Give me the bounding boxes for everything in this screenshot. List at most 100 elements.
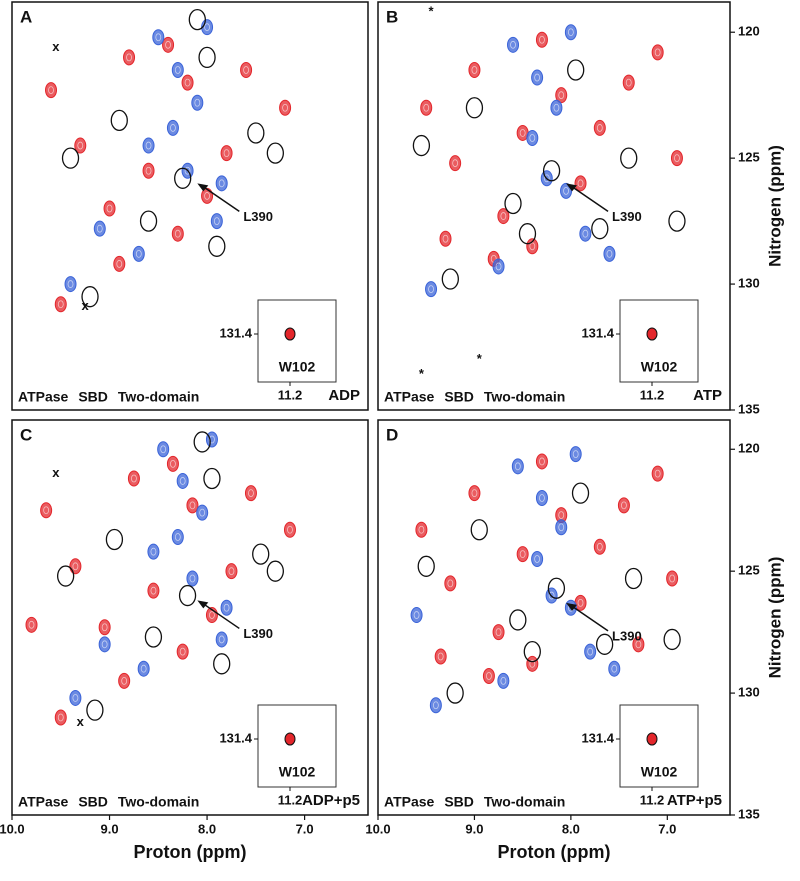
peak [564,24,577,41]
peak-contour [160,445,167,454]
peak-contour [72,562,79,571]
peak [603,245,616,262]
peak [166,455,179,472]
peak-contour [495,262,502,271]
peak [188,8,206,31]
peak [542,160,561,182]
peak-contour [519,550,526,559]
peak-contour [218,635,225,644]
peak [203,467,221,490]
peak-contour [174,533,181,541]
peak [54,709,67,726]
peak [178,584,197,607]
annotation: L390 [612,209,642,224]
peak [152,29,165,46]
peak-contour [67,280,74,288]
peak-marker: * [477,351,483,366]
peak [444,575,457,592]
inset-label: W102 [279,764,316,780]
peak [579,225,592,242]
peak [213,653,231,675]
peak [266,142,284,164]
peak [535,31,548,48]
peak-contour [145,141,152,150]
peak-contour [596,124,603,132]
peak [470,519,488,541]
peak [555,519,568,536]
legend-entry: Two-domain [484,794,565,810]
x-axis-label: Proton (ppm) [498,842,611,862]
inset-peak [284,327,296,341]
peak-contour [548,591,555,600]
peak [215,631,228,648]
peak [420,99,433,116]
peak [526,130,539,146]
legend-entry: Two-domain [484,389,565,405]
y-tick-label: 125 [738,563,760,578]
peak-contour [282,103,288,112]
peak [81,286,99,308]
plot-area [410,446,681,714]
inset-tick-label: 131.4 [581,325,614,340]
peak-contour [606,249,613,258]
peak [497,672,510,689]
condition: ADP [328,387,360,404]
peak-contour [432,701,439,710]
plot-area: * * * [412,4,686,381]
peak [670,150,683,167]
peak [252,543,270,565]
peak [98,636,111,653]
peak [417,555,435,577]
annotation: L390 [243,626,273,641]
peak [439,230,452,247]
peak [171,62,184,78]
legend-entry: ATPase [18,794,69,810]
peak-contour [558,511,565,519]
peak-contour [223,603,230,612]
peak-contour [539,494,545,502]
inset-label: W102 [641,764,678,780]
peak [171,529,184,546]
peak-contour [563,186,569,195]
peak [531,69,544,86]
peak [441,268,459,290]
peak [74,137,87,154]
y-tick-label: 135 [738,401,760,416]
inset-tick-label: 11.2 [278,387,303,402]
peak [492,624,505,641]
peak [593,119,606,136]
peak [225,563,238,580]
y-tick-label: 130 [738,276,760,291]
peak-contour [184,166,191,175]
peak-contour [170,459,176,468]
peak-contour [553,103,560,112]
inset-tick-label: 11.2 [640,792,665,807]
peak-contour [625,78,632,87]
arrow [200,184,240,212]
peak-contour [577,179,584,188]
peak-contour [635,640,642,649]
peak-contour [287,525,293,534]
peak-contour [106,204,113,213]
peak [193,431,211,453]
peak-contour [101,623,108,632]
peak [162,36,175,53]
peak-contour [243,66,249,74]
condition: ATP+p5 [667,792,722,809]
peak [137,660,150,677]
y-tick-label: 120 [738,24,760,39]
inset-box [619,704,699,788]
annotation: L390 [612,628,642,643]
peak [283,521,296,538]
peak-contour [442,234,449,243]
peak [139,210,158,232]
peak-contour [669,574,676,583]
inset-tick-label: 11.2 [278,792,303,807]
panel-letter: A [20,7,32,26]
peak [127,470,140,487]
inset-tick-label: 131.4 [581,730,614,745]
peak [147,543,160,560]
peak-contour [567,28,574,37]
